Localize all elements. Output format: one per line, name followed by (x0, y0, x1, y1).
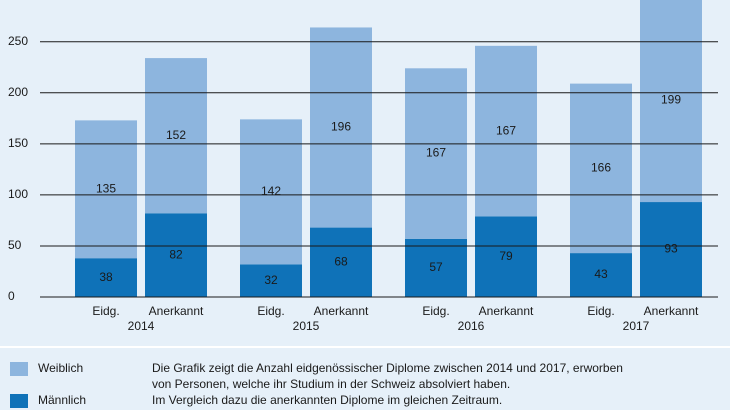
y-tick-label: 150 (8, 136, 28, 150)
note-line: Die Grafik zeigt die Anzahl eidgenössisc… (152, 361, 623, 375)
bar-segment (145, 58, 207, 214)
value-label: 38 (99, 270, 113, 284)
value-label: 166 (591, 161, 611, 175)
legend-swatch (10, 394, 28, 408)
y-tick-label: 250 (8, 34, 28, 48)
group-label: 2015 (293, 319, 320, 333)
value-label: 152 (166, 128, 186, 142)
y-tick-label: 50 (8, 238, 22, 252)
bar-segment (240, 264, 302, 297)
bar-segment (145, 213, 207, 297)
y-tick-label: 0 (8, 289, 15, 303)
group-label: 2014 (128, 319, 155, 333)
x-tick-label: Eidg. (587, 304, 614, 318)
value-label: 167 (496, 123, 516, 137)
value-label: 43 (594, 267, 608, 281)
bar-segment (310, 227, 372, 297)
bar-segment (75, 120, 137, 259)
x-tick-label: Eidg. (92, 304, 119, 318)
x-tick-label: Anerkannt (314, 304, 369, 318)
x-tick-label: Eidg. (257, 304, 284, 318)
value-label: 196 (331, 120, 351, 134)
bars (75, 0, 702, 297)
bar-segment (570, 253, 632, 297)
value-label: 57 (429, 260, 443, 274)
legend-swatch (10, 362, 28, 376)
group-label: 2016 (458, 319, 485, 333)
bar-segment (475, 216, 537, 297)
note-line: Im Vergleich dazu die anerkannten Diplom… (152, 393, 502, 407)
value-label: 82 (169, 247, 183, 261)
value-label: 135 (96, 181, 116, 195)
x-tick-label: Anerkannt (479, 304, 534, 318)
y-tick-label: 100 (8, 187, 28, 201)
bar-segment (640, 0, 702, 203)
value-label: 93 (664, 242, 678, 256)
value-label: 79 (499, 249, 513, 263)
value-label: 167 (426, 146, 446, 160)
legend-label: Weiblich (38, 361, 83, 375)
bar-segment (640, 202, 702, 297)
value-label: 32 (264, 273, 278, 287)
value-label: 68 (334, 254, 348, 268)
value-label: 199 (661, 93, 681, 107)
value-label: 142 (261, 184, 281, 198)
x-tick-label: Eidg. (422, 304, 449, 318)
x-tick-label: Anerkannt (149, 304, 204, 318)
bar-segment (475, 45, 537, 217)
bar-segment (570, 83, 632, 254)
x-tick-label: Anerkannt (644, 304, 699, 318)
group-label: 2017 (623, 319, 650, 333)
y-tick-label: 200 (8, 85, 28, 99)
bar-segment (405, 68, 467, 239)
bar-segment (405, 238, 467, 297)
bar-segment (75, 258, 137, 297)
legend-label: Männlich (38, 393, 86, 407)
note-line: von Personen, welche ihr Studium in der … (152, 377, 510, 391)
bar-segment (310, 27, 372, 228)
